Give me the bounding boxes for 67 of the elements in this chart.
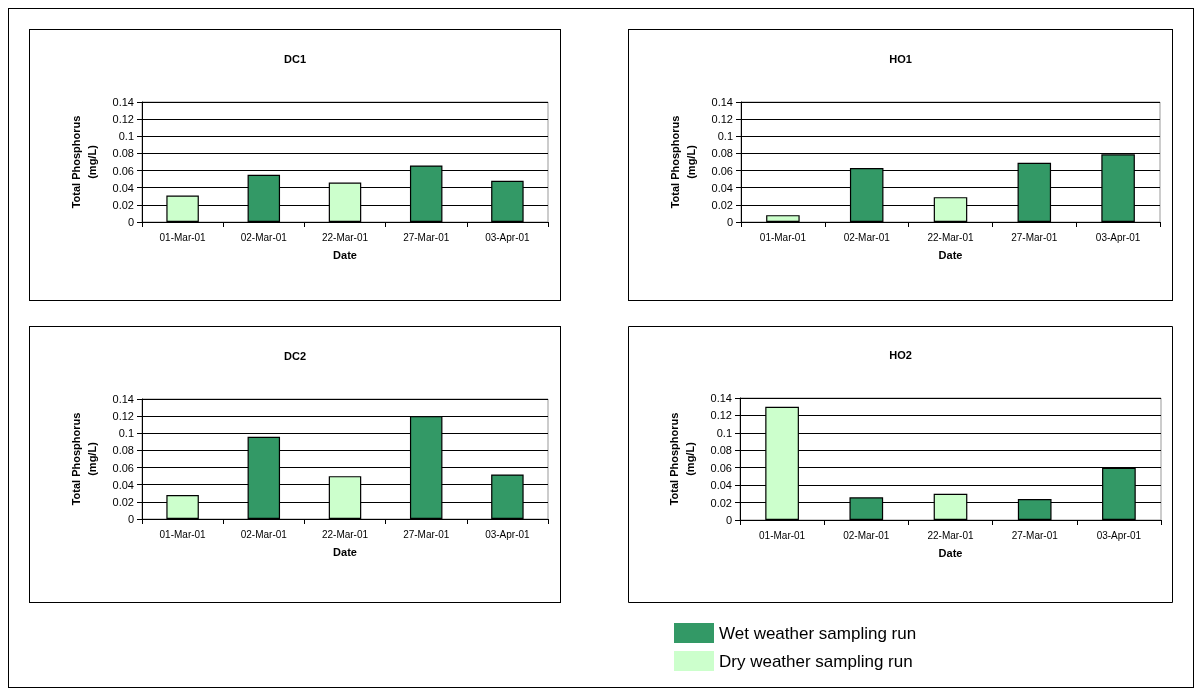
x-axis-title: Date (938, 546, 963, 559)
y-tick-label: 0.06 (112, 461, 134, 474)
y-tick-label: 0.04 (711, 181, 733, 194)
y-tick-label: 0.1 (118, 130, 134, 143)
y-tick-label: 0.08 (112, 147, 134, 160)
y-tick-label: 0.02 (112, 198, 134, 211)
x-tick-label: 27-Mar-01 (1011, 231, 1058, 243)
chart-title: DC2 (283, 349, 307, 362)
y-tick-label: 0 (127, 216, 134, 228)
x-tick-label: 02-Mar-01 (843, 529, 890, 541)
y-tick-label: 0.08 (710, 444, 732, 457)
y-tick-label: 0.06 (710, 461, 732, 474)
x-tick-label: 03-Apr-01 (1096, 529, 1142, 541)
y-tick-label: 0.1 (118, 427, 134, 440)
y-tick-label: 0.04 (112, 181, 134, 194)
y-tick-label: 0.1 (716, 426, 732, 439)
y-tick-label: 0.12 (710, 409, 732, 422)
y-tick-label: 0.02 (711, 198, 733, 211)
y-axis-title: Total Phosphorus (mg/L) (668, 412, 696, 506)
x-tick-label: 27-Mar-01 (1011, 529, 1059, 541)
y-tick-label: 0 (725, 514, 732, 526)
x-tick-label: 27-Mar-01 (403, 231, 450, 243)
y-tick-label: 0.12 (112, 113, 134, 126)
y-tick-label: 0.06 (711, 164, 733, 177)
x-axis-title: Date (333, 248, 357, 261)
y-tick-label: 0.04 (710, 479, 732, 492)
y-tick-label: 0.12 (112, 410, 134, 423)
bar (766, 215, 800, 222)
y-axis-title: Total Phosphorus (mg/L) (70, 412, 98, 506)
x-tick-label: 01-Mar-01 (159, 528, 207, 540)
y-axis-title: Total Phosphorus (mg/L) (70, 115, 98, 209)
x-tick-label: 02-Mar-01 (240, 231, 288, 243)
x-tick-label: 02-Mar-01 (240, 528, 288, 540)
legend-label: Dry weather sampling run (719, 651, 913, 671)
x-tick-label: 03-Apr-01 (485, 231, 531, 243)
y-tick-label: 0.12 (711, 113, 733, 126)
y-tick-label: 0.14 (711, 96, 733, 108)
y-tick-label: 0.08 (112, 444, 134, 457)
x-tick-label: 27-Mar-01 (403, 528, 450, 540)
y-tick-label: 0.04 (112, 478, 134, 491)
y-tick-label: 0.02 (710, 496, 732, 509)
chart-title: DC1 (283, 52, 307, 65)
x-tick-label: 22-Mar-01 (927, 231, 974, 243)
legend-label: Wet weather sampling run (719, 623, 917, 643)
y-tick-label: 0.14 (710, 392, 732, 404)
x-tick-label: 22-Mar-01 (927, 529, 974, 541)
x-tick-label: 01-Mar-01 (759, 231, 807, 243)
y-tick-label: 0.08 (711, 147, 733, 160)
chart-title: HO2 (889, 348, 912, 361)
y-tick-label: 0 (726, 216, 733, 228)
y-axis-title: Total Phosphorus (mg/L) (669, 115, 697, 209)
y-tick-label: 0.1 (717, 130, 733, 143)
y-tick-label: 0.14 (112, 96, 134, 108)
y-tick-label: 0.02 (112, 495, 134, 508)
x-axis-title: Date (333, 545, 357, 558)
x-tick-label: 01-Mar-01 (759, 529, 806, 541)
y-tick-label: 0 (127, 513, 134, 525)
x-tick-label: 22-Mar-01 (321, 231, 369, 243)
y-tick-label: 0.14 (112, 393, 134, 405)
x-tick-label: 01-Mar-01 (159, 231, 207, 243)
x-tick-label: 22-Mar-01 (321, 528, 369, 540)
y-tick-label: 0.06 (112, 164, 134, 177)
chart-title: HO1 (889, 52, 912, 65)
x-tick-label: 03-Apr-01 (485, 528, 531, 540)
x-tick-label: 02-Mar-01 (843, 231, 891, 243)
x-axis-title: Date (938, 248, 963, 261)
x-tick-label: 03-Apr-01 (1095, 231, 1141, 243)
